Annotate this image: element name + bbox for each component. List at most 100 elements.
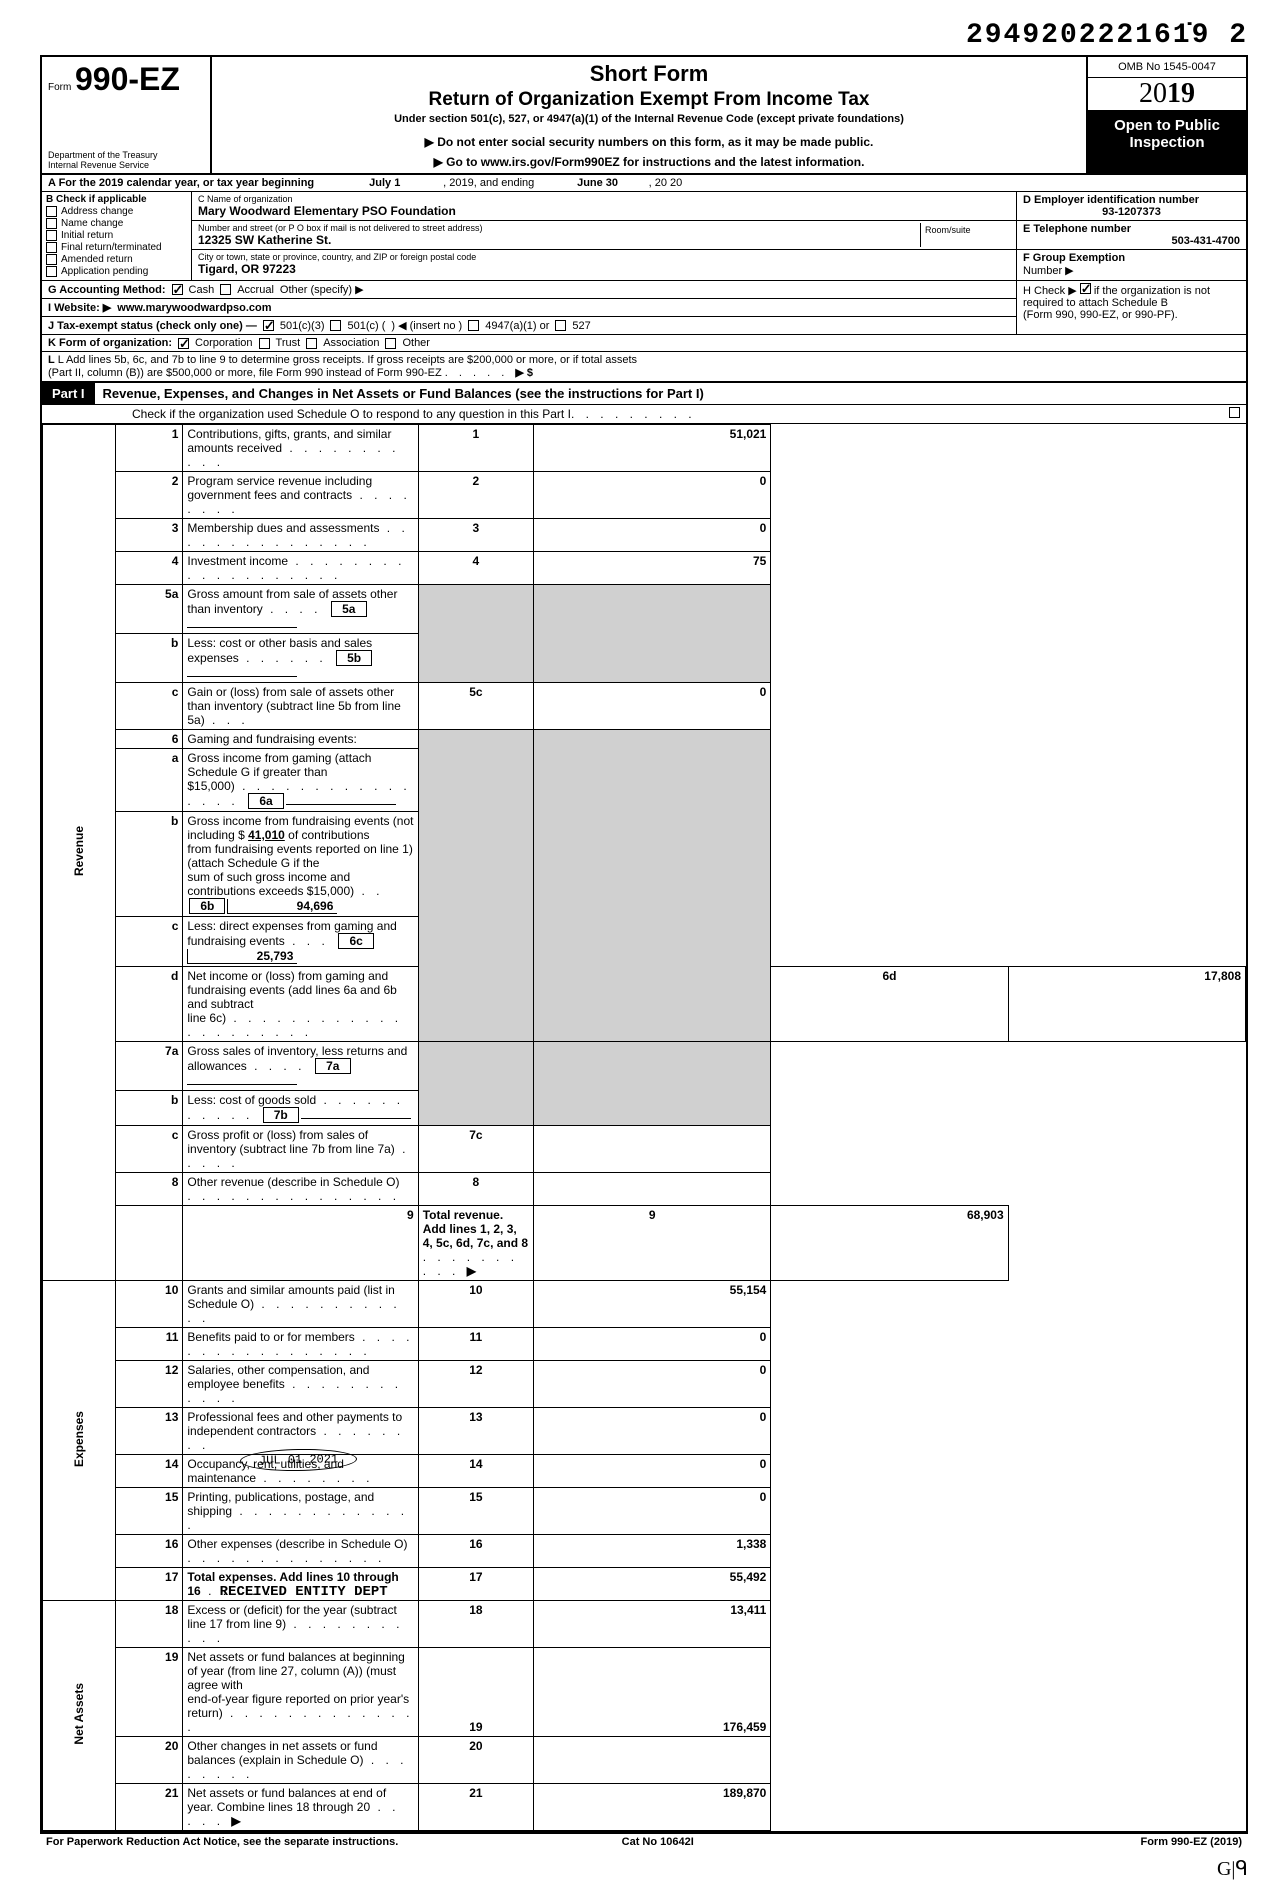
line-2-box: 2 — [418, 472, 533, 519]
addr-label: Number and street (or P O box if mail is… — [198, 223, 920, 233]
line-2-desc: Program service revenue including govern… — [187, 474, 372, 502]
line-5c-num: c — [116, 683, 183, 730]
j-label: J Tax-exempt status (check only one) — — [48, 320, 257, 332]
line-12: 12 Salaries, other compensation, and emp… — [43, 1361, 1246, 1408]
line-12-box: 12 — [418, 1361, 533, 1408]
row-a-tail: , 20 20 — [649, 177, 683, 189]
line-7b-iamt — [301, 1118, 411, 1119]
line-21: 21 Net assets or fund balances at end of… — [43, 1784, 1246, 1831]
row-a-label: A For the 2019 calendar year, or tax yea… — [48, 177, 314, 189]
line-1: Revenue 1 Contributions, gifts, grants, … — [43, 425, 1246, 472]
line-15-num: 15 — [116, 1488, 183, 1535]
line-6: 6 Gaming and fundraising events: — [43, 730, 1246, 749]
line-20-num: 20 — [116, 1737, 183, 1784]
l-text1: L Add lines 5b, 6c, and 7b to line 9 to … — [58, 354, 637, 366]
line-16: 16 Other expenses (describe in Schedule … — [43, 1535, 1246, 1568]
phone: 503-431-4700 — [1023, 235, 1240, 247]
lbl-application-pending: Application pending — [61, 266, 148, 277]
line-1-num: 1 — [116, 425, 183, 472]
line-15-box: 15 — [418, 1488, 533, 1535]
street-address: 12325 SW Katherine St. — [198, 233, 920, 247]
chk-schedule-b[interactable] — [1080, 283, 1091, 294]
chk-final-return[interactable] — [46, 242, 57, 253]
header-left: Form 990-EZ Department of the Treasury I… — [42, 57, 212, 173]
line-21-amt: 189,870 — [534, 1784, 771, 1831]
line-20: 20 Other changes in net assets or fund b… — [43, 1737, 1246, 1784]
lbl-trust: Trust — [276, 337, 301, 349]
line-2-amt: 0 — [534, 472, 771, 519]
line-6b-desc3: sum of such gross income and contributio… — [187, 870, 354, 898]
line-14-num: 14 — [116, 1455, 183, 1488]
line-12-num: 12 — [116, 1361, 183, 1408]
line-3-num: 3 — [116, 519, 183, 552]
line-18-box: 18 — [418, 1601, 533, 1648]
line-9-num: 9 — [183, 1206, 418, 1281]
line-7a: 7a Gross sales of inventory, less return… — [43, 1042, 1246, 1091]
chk-address-change[interactable] — [46, 206, 57, 217]
omb-number: OMB No 1545-0047 — [1088, 57, 1246, 78]
shade-5ab — [418, 585, 533, 683]
line-6c-ibox: 6c — [338, 933, 374, 949]
part-1-table: Revenue 1 Contributions, gifts, grants, … — [42, 424, 1246, 1831]
handwritten-initials: G|ᑫ — [40, 1856, 1248, 1881]
part-1-header: Part I Revenue, Expenses, and Changes in… — [42, 383, 1246, 405]
chk-accrual[interactable] — [220, 284, 231, 295]
line-9-amt: 68,903 — [771, 1206, 1008, 1281]
chk-trust[interactable] — [259, 338, 270, 349]
line-5b-ibox: 5b — [336, 650, 372, 666]
part-1-schedule-o-check: Check if the organization used Schedule … — [42, 405, 1246, 424]
part-1-sub-text: Check if the organization used Schedule … — [132, 407, 571, 421]
chk-association[interactable] — [306, 338, 317, 349]
shade-5ab-amt — [534, 585, 771, 683]
chk-cash[interactable] — [172, 284, 183, 295]
chk-initial-return[interactable] — [46, 230, 57, 241]
row-k-form-org: K Form of organization: Corporation Trus… — [42, 335, 1246, 352]
f-label1: F Group Exemption — [1023, 252, 1125, 264]
expenses-side-label: Expenses — [43, 1281, 116, 1601]
line-11-amt: 0 — [534, 1328, 771, 1361]
line-6d-desc2: line 6c) — [187, 1011, 226, 1025]
form-990ez: Form 990-EZ Department of the Treasury I… — [40, 55, 1248, 1833]
line-6c-iamt: 25,793 — [187, 949, 297, 964]
line-10-box: 10 — [418, 1281, 533, 1328]
row-g-accounting: G Accounting Method: Cash Accrual Other … — [42, 281, 1016, 299]
line-19-num: 19 — [116, 1648, 183, 1737]
chk-name-change[interactable] — [46, 218, 57, 229]
chk-other-org[interactable] — [385, 338, 396, 349]
line-1-amt: 51,021 — [534, 425, 771, 472]
lbl-corporation: Corporation — [195, 337, 252, 349]
title-return: Return of Organization Exempt From Incom… — [220, 89, 1078, 111]
line-15: 15 Printing, publications, postage, and … — [43, 1488, 1246, 1535]
chk-527[interactable] — [555, 320, 566, 331]
line-16-amt: 1,338 — [534, 1535, 771, 1568]
chk-4947[interactable] — [468, 320, 479, 331]
footer-cat-no: Cat No 10642I — [622, 1836, 694, 1848]
chk-corporation[interactable] — [178, 338, 189, 349]
chk-amended-return[interactable] — [46, 254, 57, 265]
year-digits: 19 — [1167, 78, 1195, 109]
chk-501c3[interactable] — [263, 320, 274, 331]
dln-number: 294920222161̇9 2 — [40, 20, 1248, 51]
line-6-num: 6 — [116, 730, 183, 749]
part-1-title: Revenue, Expenses, and Changes in Net As… — [103, 386, 704, 401]
line-7b-num: b — [116, 1091, 183, 1126]
line-8-num: 8 — [116, 1173, 183, 1206]
line-16-box: 16 — [418, 1535, 533, 1568]
line-3: 3 Membership dues and assessments . . . … — [43, 519, 1246, 552]
line-5c-amt: 0 — [534, 683, 771, 730]
chk-application-pending[interactable] — [46, 266, 57, 277]
column-d-e-f: D Employer identification number 93-1207… — [1016, 192, 1246, 280]
line-7c: c Gross profit or (loss) from sales of i… — [43, 1126, 1246, 1173]
lbl-527: 527 — [572, 320, 590, 332]
chk-schedule-o[interactable] — [1229, 407, 1240, 418]
line-17-amt: 55,492 — [534, 1568, 771, 1601]
line-14: 14 Occupancy, rent, utilities, and maint… — [43, 1455, 1246, 1488]
line-17-box: 17 — [418, 1568, 533, 1601]
line-6b-desc2: from fundraising events reported on line… — [187, 842, 412, 870]
revenue-side-label: Revenue — [43, 425, 116, 1281]
h-text2: if the organization is not — [1094, 285, 1210, 297]
chk-501c[interactable] — [330, 320, 341, 331]
form-footer: For Paperwork Reduction Act Notice, see … — [40, 1833, 1248, 1850]
line-17-num: 17 — [116, 1568, 183, 1601]
line-6a-desc2: $15,000) — [187, 779, 234, 793]
